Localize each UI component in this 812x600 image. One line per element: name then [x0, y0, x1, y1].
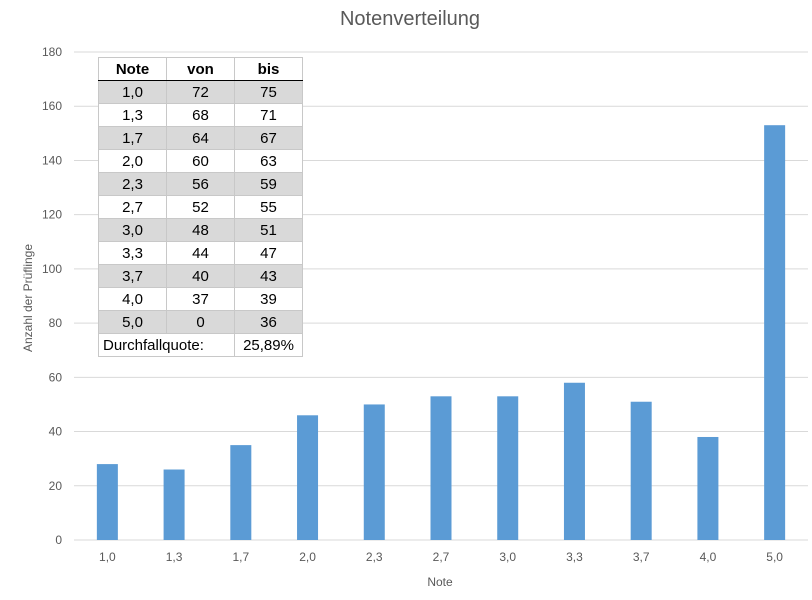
grade-cell: 2,7	[98, 195, 167, 219]
bar	[497, 396, 519, 540]
table-header-cell: bis	[234, 57, 303, 81]
x-tick-label: 3,7	[633, 550, 650, 564]
grade-cell: 4,0	[98, 287, 167, 311]
failure-rate-value: 25,89%	[234, 333, 303, 357]
points-to-cell: 59	[234, 172, 303, 196]
table-row: 5,0 0 36	[98, 310, 303, 334]
failure-rate-label: Durchfallquote:	[98, 333, 235, 357]
points-from-cell: 48	[166, 218, 235, 242]
grade-cell: 2,0	[98, 149, 167, 173]
x-tick-label: 1,7	[232, 550, 249, 564]
table-row: 1,7 64 67	[98, 126, 303, 150]
points-from-cell: 40	[166, 264, 235, 288]
chart-title: Notenverteilung	[340, 8, 480, 30]
x-tick-label: 2,7	[433, 550, 450, 564]
table-header-cell: von	[166, 57, 235, 81]
grade-cell: 2,3	[98, 172, 167, 196]
x-tick-label: 2,3	[366, 550, 383, 564]
bar	[230, 445, 252, 540]
x-axis-ticks: 1,0 1,3 1,7 2,0 2,3 2,7 3,0 3,3 3,7 4,0 5,0	[99, 550, 783, 564]
x-tick-label: 5,0	[766, 550, 783, 564]
bar	[430, 396, 452, 540]
points-to-cell: 55	[234, 195, 303, 219]
points-to-cell: 75	[234, 80, 303, 104]
points-to-cell: 51	[234, 218, 303, 242]
bar	[96, 464, 118, 540]
table-row: 1,0 72 75	[98, 80, 303, 104]
points-to-cell: 67	[234, 126, 303, 150]
y-tick-label: 120	[42, 208, 62, 222]
points-to-cell: 36	[234, 310, 303, 334]
grade-cell: 3,7	[98, 264, 167, 288]
table-header-cell: Note	[98, 57, 167, 81]
bar	[630, 401, 652, 540]
y-tick-label: 60	[49, 370, 63, 384]
points-to-cell: 47	[234, 241, 303, 265]
bar	[563, 382, 585, 540]
bar	[764, 125, 786, 540]
points-from-cell: 56	[166, 172, 235, 196]
table-row: 2,0 60 63	[98, 149, 303, 173]
table-row: 3,0 48 51	[98, 218, 303, 242]
table-row: 2,7 52 55	[98, 195, 303, 219]
points-from-cell: 52	[166, 195, 235, 219]
table-header-row: Note von bis	[98, 57, 303, 81]
y-tick-label: 80	[49, 316, 63, 330]
summary-row: Durchfallquote: 25,89%	[98, 333, 303, 357]
x-axis-title: Note	[427, 575, 453, 589]
bar	[363, 404, 385, 540]
points-from-cell: 0	[166, 310, 235, 334]
bar	[163, 469, 185, 540]
y-tick-label: 0	[55, 533, 62, 547]
table-row: 3,7 40 43	[98, 264, 303, 288]
x-tick-label: 4,0	[700, 550, 717, 564]
y-tick-label: 180	[42, 45, 62, 59]
grade-cell: 1,3	[98, 103, 167, 127]
points-to-cell: 39	[234, 287, 303, 311]
points-to-cell: 43	[234, 264, 303, 288]
grade-cell: 1,7	[98, 126, 167, 150]
grade-boundary-table: Note von bis 1,0 72 75 1,3 68 71 1,7 64 67 2,0 60 6…	[98, 57, 303, 357]
points-from-cell: 68	[166, 103, 235, 127]
points-from-cell: 44	[166, 241, 235, 265]
table-row: 2,3 56 59	[98, 172, 303, 196]
points-from-cell: 72	[166, 80, 235, 104]
y-axis-ticks: 0 20 40 60 80 100 120 140 160 180	[42, 45, 62, 547]
points-to-cell: 71	[234, 103, 303, 127]
grade-cell: 3,0	[98, 218, 167, 242]
x-tick-label: 1,0	[99, 550, 116, 564]
bar	[297, 415, 319, 540]
bars	[96, 125, 786, 540]
x-tick-label: 1,3	[166, 550, 183, 564]
y-axis-title: Anzahl der Prüflinge	[21, 244, 35, 352]
points-to-cell: 63	[234, 149, 303, 173]
table-row: 3,3 44 47	[98, 241, 303, 265]
y-tick-label: 100	[42, 262, 62, 276]
grade-cell: 5,0	[98, 310, 167, 334]
y-tick-label: 40	[49, 425, 63, 439]
bar	[697, 436, 719, 540]
x-tick-label: 3,3	[566, 550, 583, 564]
points-from-cell: 60	[166, 149, 235, 173]
points-from-cell: 37	[166, 287, 235, 311]
table-row: 1,3 68 71	[98, 103, 303, 127]
grade-cell: 3,3	[98, 241, 167, 265]
table-row: 4,0 37 39	[98, 287, 303, 311]
y-tick-label: 140	[42, 153, 62, 167]
points-from-cell: 64	[166, 126, 235, 150]
y-tick-label: 160	[42, 99, 62, 113]
x-tick-label: 2,0	[299, 550, 316, 564]
x-tick-label: 3,0	[499, 550, 516, 564]
grade-cell: 1,0	[98, 80, 167, 104]
y-tick-label: 20	[49, 479, 63, 493]
